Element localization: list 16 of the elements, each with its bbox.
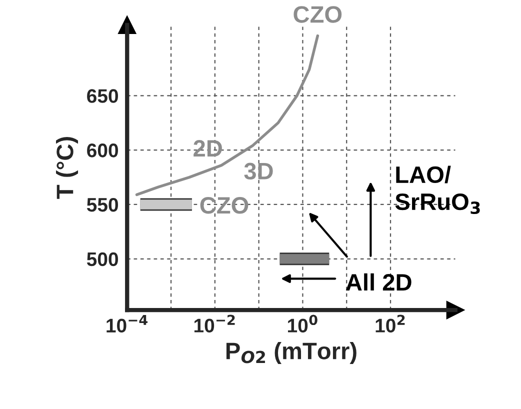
- annotation: LAO/ SrRuO$_{3}$: [395, 166, 480, 214]
- y-tick-label: 650: [87, 89, 118, 103]
- annotation: CZO: [294, 6, 342, 23]
- x-axis-title: P$_{O2}$ (mTorr): [226, 342, 356, 364]
- y-tick-label: 500: [86, 252, 118, 266]
- y-tick-label: 550: [86, 198, 118, 212]
- y-tick-label: 600: [87, 144, 118, 158]
- x-tick-label: 10$^{−2}$: [194, 314, 235, 332]
- annotation: CZO: [200, 197, 248, 214]
- annotation: 3D: [244, 162, 273, 180]
- x-tick-label: 10$^{0}$: [288, 314, 318, 332]
- x-tick-label: 10$^{−4}$: [106, 314, 148, 333]
- y-axis-title: T (°C): [56, 137, 78, 199]
- annotation: 2D: [194, 140, 222, 156]
- x-tick-label: 10$^{2}$: [376, 314, 405, 332]
- annotation: All 2D: [346, 273, 412, 290]
